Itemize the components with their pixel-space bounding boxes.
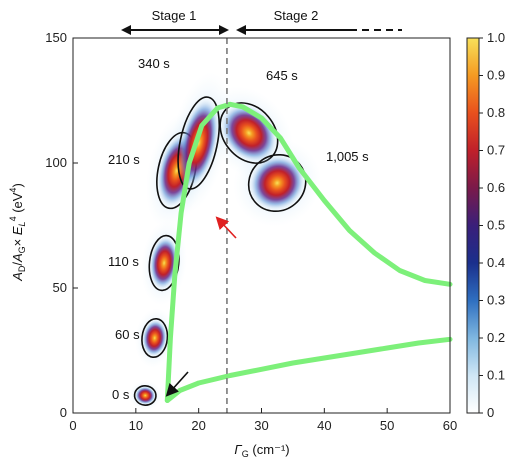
y-tick-label: 50 xyxy=(53,280,67,295)
colorbar-tick-label: 0.9 xyxy=(487,68,505,83)
x-tick-label: 20 xyxy=(191,418,205,433)
colorbar-tick-label: 0.5 xyxy=(487,218,505,233)
cluster-time-label: 60 s xyxy=(115,327,140,342)
cluster-time-label: 1,005 s xyxy=(326,149,369,164)
x-axis-subscript: G xyxy=(242,449,249,459)
colorbar-tick-label: 0.8 xyxy=(487,105,505,120)
colorbar-tick-label: 1.0 xyxy=(487,30,505,45)
x-axis-ticks: 0 10 20 30 40 50 60 xyxy=(69,408,457,433)
x-axis-unit: (cm⁻¹) xyxy=(249,442,290,457)
colorbar-tick-label: 0 xyxy=(487,405,494,420)
annotation-layer: 0 s 60 s 110 s 210 s 340 s 645 s 1,005 s xyxy=(108,38,369,413)
y-axis-ticks: 0 50 100 150 xyxy=(45,30,78,420)
colorbar-ticks: 0 0.1 0.2 0.3 0.4 0.5 0.6 0.7 0.8 0.9 1.0 xyxy=(479,30,505,420)
colorbar-tick-label: 0.4 xyxy=(487,255,505,270)
stage-2-arrowhead xyxy=(236,25,246,35)
colorbar-gradient xyxy=(466,37,480,414)
black-arrow xyxy=(165,371,189,397)
cluster-contour xyxy=(148,234,180,292)
x-tick-label: 30 xyxy=(254,418,268,433)
cluster-density xyxy=(142,319,168,357)
x-tick-label: 50 xyxy=(380,418,394,433)
cluster-density xyxy=(249,155,305,211)
colorbar: 0 0.1 0.2 0.3 0.4 0.5 0.6 0.7 0.8 0.9 1.0 xyxy=(466,30,505,420)
colorbar-tick-label: 0.2 xyxy=(487,330,505,345)
stage-1-indicator: Stage 1 xyxy=(121,8,229,35)
y-tick-label: 150 xyxy=(45,30,67,45)
stage-1-left-arrowhead xyxy=(121,25,131,35)
cluster-time-label: 0 s xyxy=(112,387,130,402)
colorbar-tick-label: 0.3 xyxy=(487,293,505,308)
red-arrow xyxy=(215,216,237,239)
green-curve-upper xyxy=(164,101,453,403)
x-tick-label: 10 xyxy=(129,418,143,433)
green-curve-layer xyxy=(164,101,453,403)
stage-2-label: Stage 2 xyxy=(274,8,319,23)
colorbar-tick-label: 0.6 xyxy=(487,180,505,195)
green-curve-lower xyxy=(164,336,453,403)
cluster-contour xyxy=(177,96,221,190)
cluster-time-label: 210 s xyxy=(108,152,140,167)
stage-1-right-arrowhead xyxy=(219,25,229,35)
cluster-contour xyxy=(141,318,169,358)
cluster-time-label: 645 s xyxy=(266,68,298,83)
x-axis-symbol: Γ xyxy=(234,442,242,457)
cluster-time-label: 110 s xyxy=(108,254,139,269)
cluster-density xyxy=(149,236,179,290)
cluster-density xyxy=(134,386,156,405)
y-axis-label: AD/AG× EL4 (eV4) xyxy=(8,183,27,282)
x-tick-label: 0 xyxy=(69,418,76,433)
y-tick-label: 100 xyxy=(45,155,67,170)
stage-1-label: Stage 1 xyxy=(152,8,197,23)
stage-2-indicator: Stage 2 xyxy=(236,8,402,35)
x-tick-label: 60 xyxy=(443,418,457,433)
cluster-time-label: 340 s xyxy=(138,56,170,71)
colorbar-tick-label: 0.1 xyxy=(487,368,505,383)
y-tick-label: 0 xyxy=(60,405,67,420)
x-tick-label: 40 xyxy=(317,418,331,433)
cluster-contour xyxy=(133,385,157,406)
colorbar-tick-label: 0.7 xyxy=(487,143,505,158)
x-axis-label: ΓG (cm⁻¹) xyxy=(234,442,289,459)
